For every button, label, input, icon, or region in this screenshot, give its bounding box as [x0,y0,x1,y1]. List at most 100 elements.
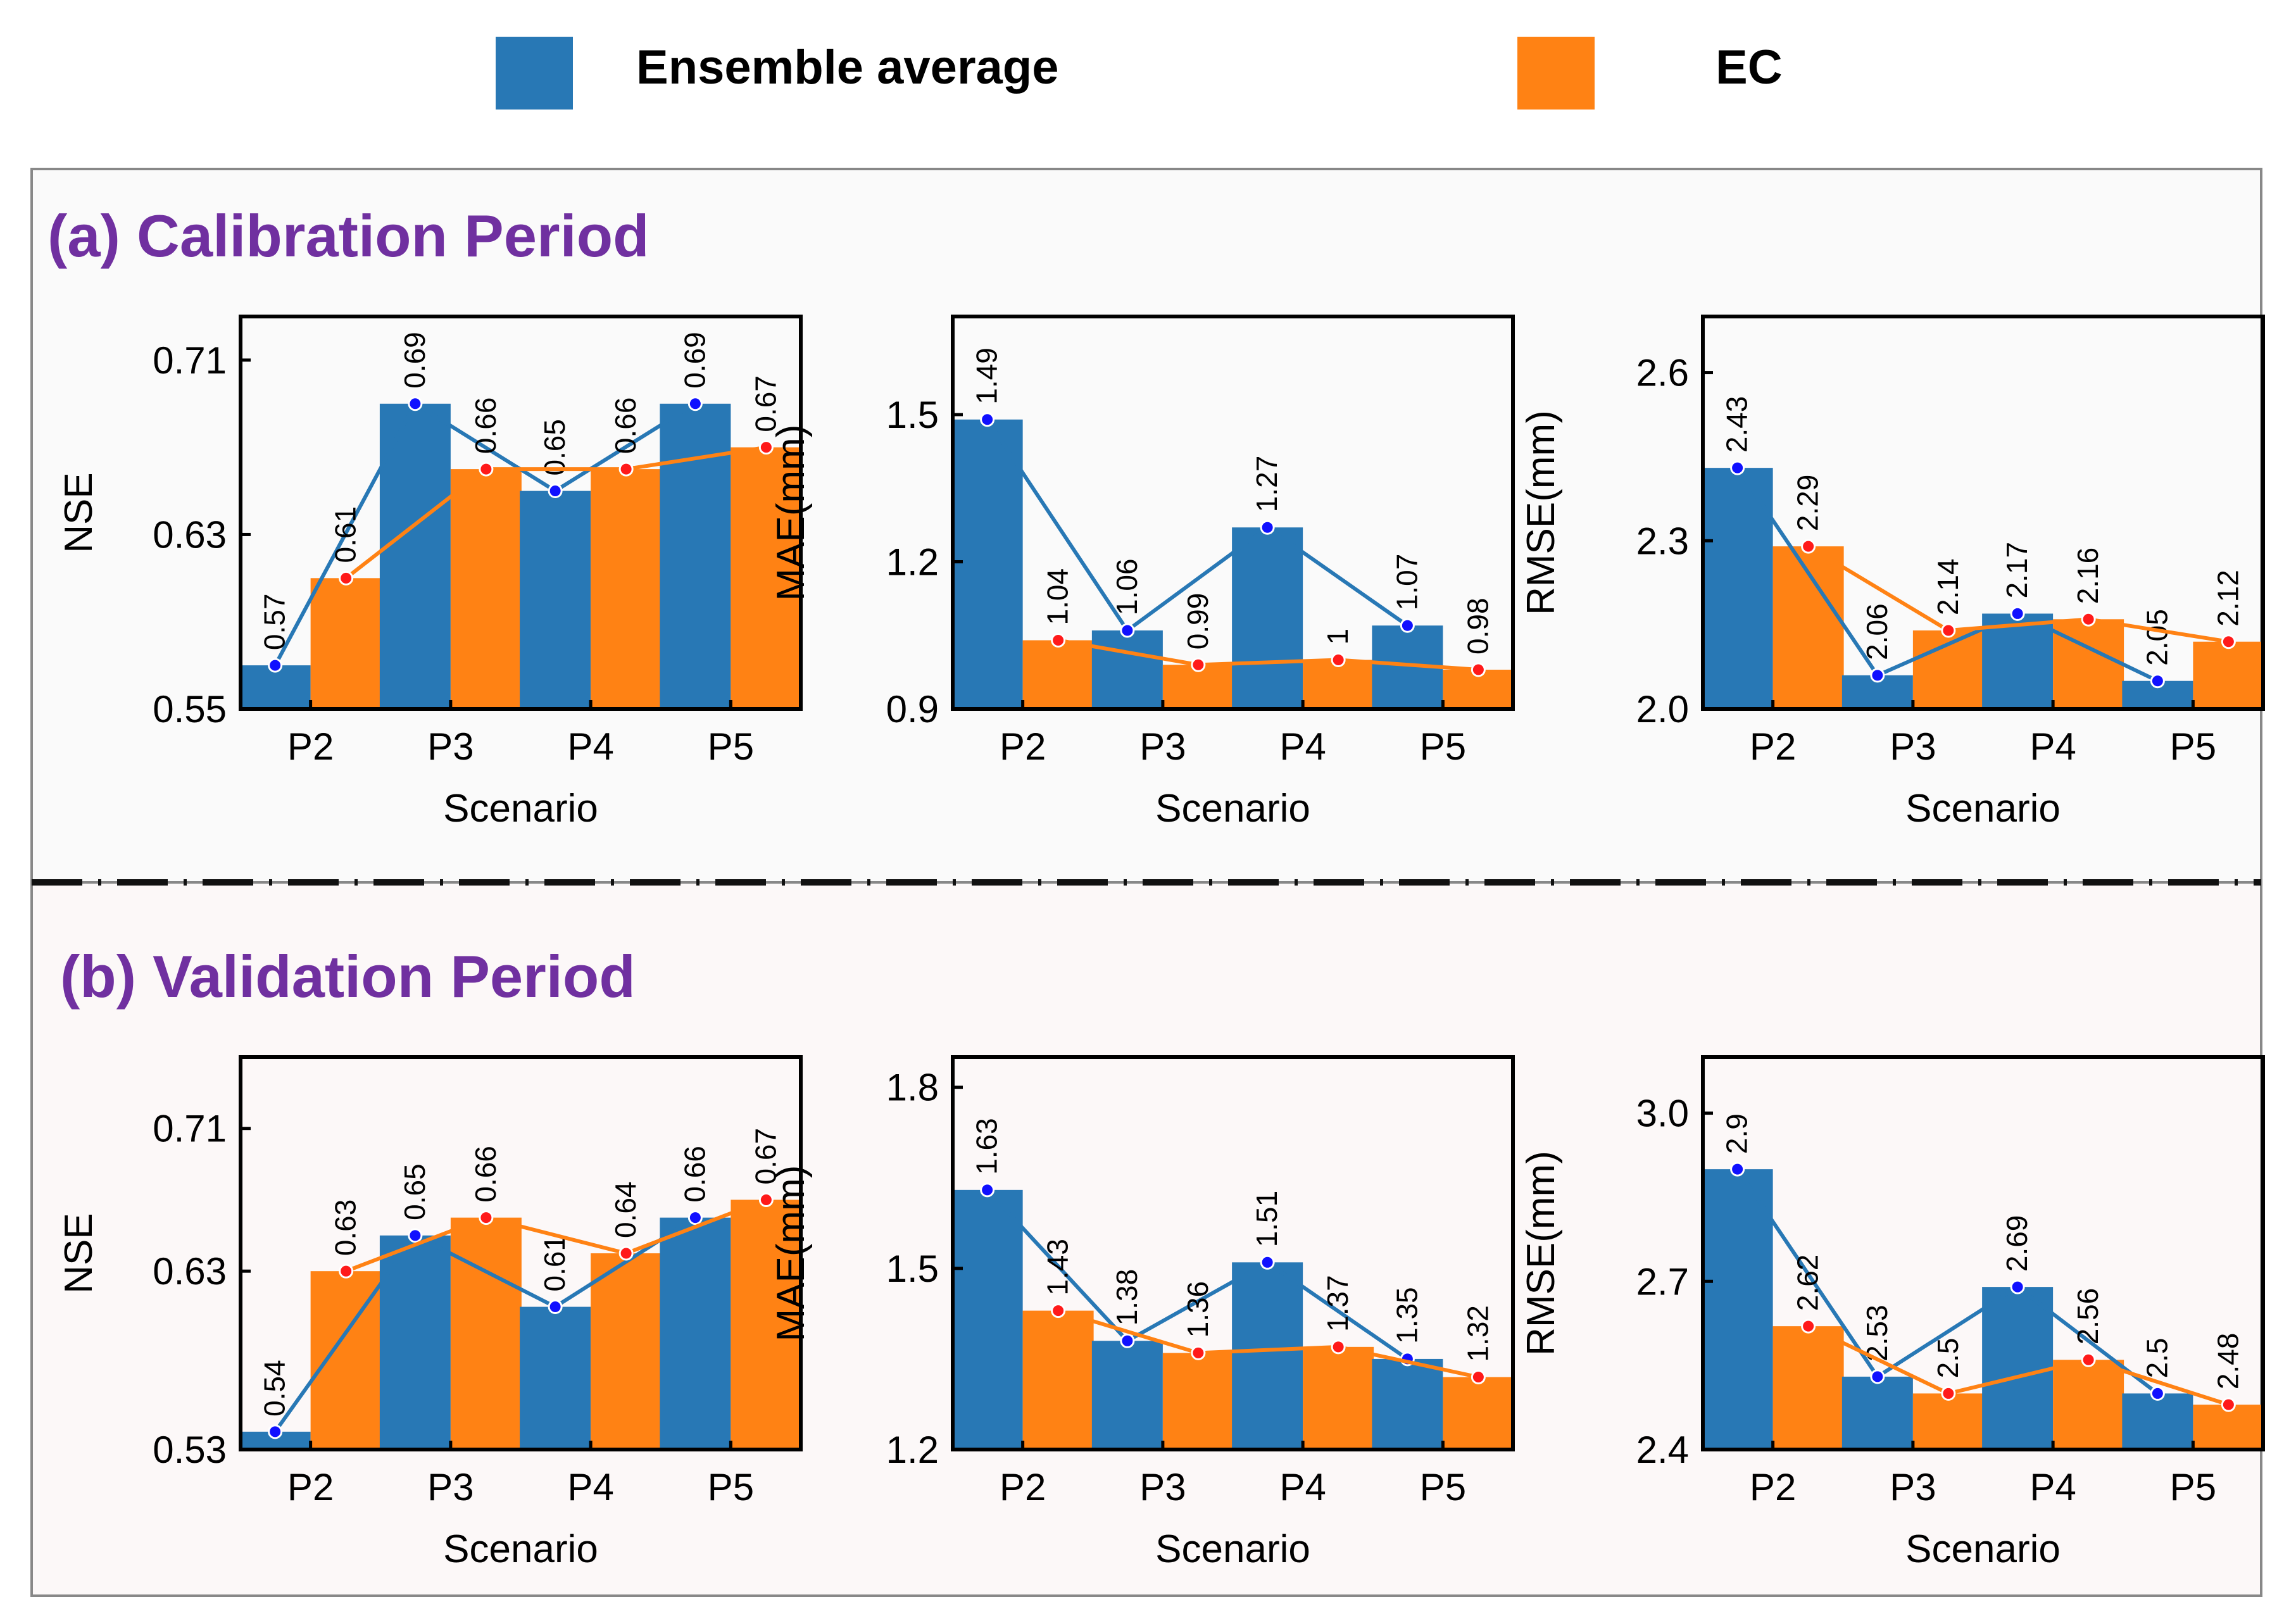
bar-ensemble-P5 [660,1217,731,1450]
x-axis-label: Scenario [443,1527,598,1571]
x-tick-label: P4 [1279,725,1326,768]
data-label-ensemble: 0.69 [678,332,711,389]
y-tick-label: 0.53 [153,1429,227,1471]
x-tick-label: P4 [567,725,613,768]
marker-ensemble [1260,520,1275,535]
x-tick-label: P3 [427,725,474,768]
bar-ensemble-P4 [520,1306,591,1450]
data-label-ensemble: 2.05 [2140,609,2173,666]
data-label-ensemble: 0.65 [538,419,571,476]
marker-ec [1051,633,1066,648]
data-label-ensemble: 0.61 [538,1235,571,1292]
plot-frame [951,1055,1515,1451]
y-tick-label: 1.2 [886,1429,939,1471]
bar-ec-P5 [2193,1405,2264,1450]
marker-ensemble [980,412,995,427]
chart-cal-nse: P2 P3 P4 P5 0.57 0.69 0.65 0.69 0.61 0.66 0.66 0.67… [57,315,803,830]
plot-frame [239,1055,803,1451]
y-tick-label: 0.71 [153,1108,227,1150]
marker-ec [339,1263,354,1279]
x-tick-label: P3 [1139,725,1186,768]
line-ensemble [1736,467,2159,683]
legend-label-ec: EC [1716,41,1783,94]
data-label-ensemble: 1.27 [1250,456,1283,513]
data-label-ec: 0.66 [469,1146,502,1203]
plot-frame [1701,1055,2265,1451]
marker-ec [758,440,774,455]
marker-ec [1191,657,1206,672]
data-label-ensemble: 0.57 [258,594,291,651]
y-axis-label: MAE(mm) [769,425,813,601]
line-ec [344,445,767,580]
x-tick-label: P5 [2170,725,2216,768]
data-label-ec: 1.36 [1181,1281,1214,1338]
x-tick-label: P3 [1890,725,1936,768]
bar-ec-P2 [1772,1326,1844,1450]
x-axis-label: Scenario [1155,787,1310,830]
marker-ensemble [2010,606,2025,621]
data-label-ec: 2.48 [2211,1333,2244,1390]
marker-ensemble [1120,1333,1135,1348]
data-label-ensemble: 1.38 [1110,1269,1143,1326]
data-label-ec: 2.62 [1791,1255,1824,1312]
line-ec [1057,1308,1479,1379]
x-tick-label: P3 [1139,1466,1186,1508]
x-tick-label: P4 [2029,1466,2076,1508]
marker-ec [1191,1345,1206,1360]
marker-ensemble [1260,1255,1275,1270]
marker-ec [1471,662,1486,677]
bar-ec-P3 [450,1217,522,1450]
marker-ec [1941,1386,1956,1401]
bar-ec-P3 [1912,1393,1984,1450]
y-tick-label: 2.3 [1636,520,1689,562]
data-label-ec: 1 [1321,629,1354,645]
bar-ensemble-P5 [1372,1358,1443,1450]
marker-ec [1801,539,1816,554]
charts-container: P2 P3 P4 P5 0.57 0.69 0.65 0.69 0.61 0.66 0.66 0.67… [57,315,2265,1571]
x-tick-label: P2 [287,1466,334,1508]
marker-ec [618,1246,634,1261]
marker-ec [479,461,494,477]
bar-ensemble-P3 [1841,1376,1913,1450]
bar-ensemble-P5 [660,403,731,709]
bar-ec-P4 [1303,660,1374,709]
bar-ec-P4 [2053,1360,2124,1450]
x-tick-label: P5 [1420,725,1466,768]
chart-val-nse: P2 P3 P4 P5 0.54 0.65 0.61 0.66 0.63 0.66 0.64 0.67… [57,1055,803,1571]
bar-ec-P2 [1022,1310,1094,1450]
data-label-ec: 0.67 [749,375,782,432]
chart-cal-rmse: P2 P3 P4 P5 2.43 2.06 2.17 2.05 2.29 2.14 2.16 2.12… [1519,315,2265,830]
marker-ensemble [1120,623,1135,638]
y-tick-label: 3.0 [1636,1093,1689,1135]
y-tick-label: 0.55 [153,688,227,730]
x-tick-label: P3 [427,1466,474,1508]
marker-ec [2081,1352,2096,1367]
y-tick-label: 1.5 [886,394,939,436]
x-tick-label: P2 [1000,1466,1046,1508]
bar-ensemble-P2 [951,1189,1023,1450]
bar-ec-P3 [1162,665,1234,709]
data-label-ec: 1.37 [1321,1275,1354,1332]
bar-ec-P4 [2053,619,2124,709]
bar-ec-P5 [731,1199,802,1450]
marker-ensemble [1870,1369,1885,1384]
y-tick-label: 2.0 [1636,688,1689,730]
bar-ensemble-P2 [1702,1169,1773,1450]
data-label-ec: 0.67 [749,1128,782,1185]
panel-b-title: (b) Validation Period [60,943,636,1010]
data-label-ec: 1.43 [1041,1239,1074,1296]
data-label-ec: 0.98 [1461,598,1494,655]
data-label-ensemble: 1.35 [1390,1287,1423,1344]
marker-ensemble [1730,1162,1745,1177]
y-axis-label: RMSE(mm) [1519,410,1563,615]
y-tick-label: 1.5 [886,1248,939,1290]
data-label-ensemble: 2.06 [1860,603,1893,660]
y-axis-label: NSE [57,1213,101,1293]
y-tick-label: 2.6 [1636,352,1689,394]
bar-ec-P2 [310,578,382,709]
data-label-ensemble: 0.65 [398,1163,431,1220]
panel-a-frame [30,168,2262,884]
data-label-ensemble: 0.54 [258,1360,291,1417]
data-label-ensemble: 1.07 [1390,554,1423,611]
bar-ensemble-P4 [520,491,591,709]
